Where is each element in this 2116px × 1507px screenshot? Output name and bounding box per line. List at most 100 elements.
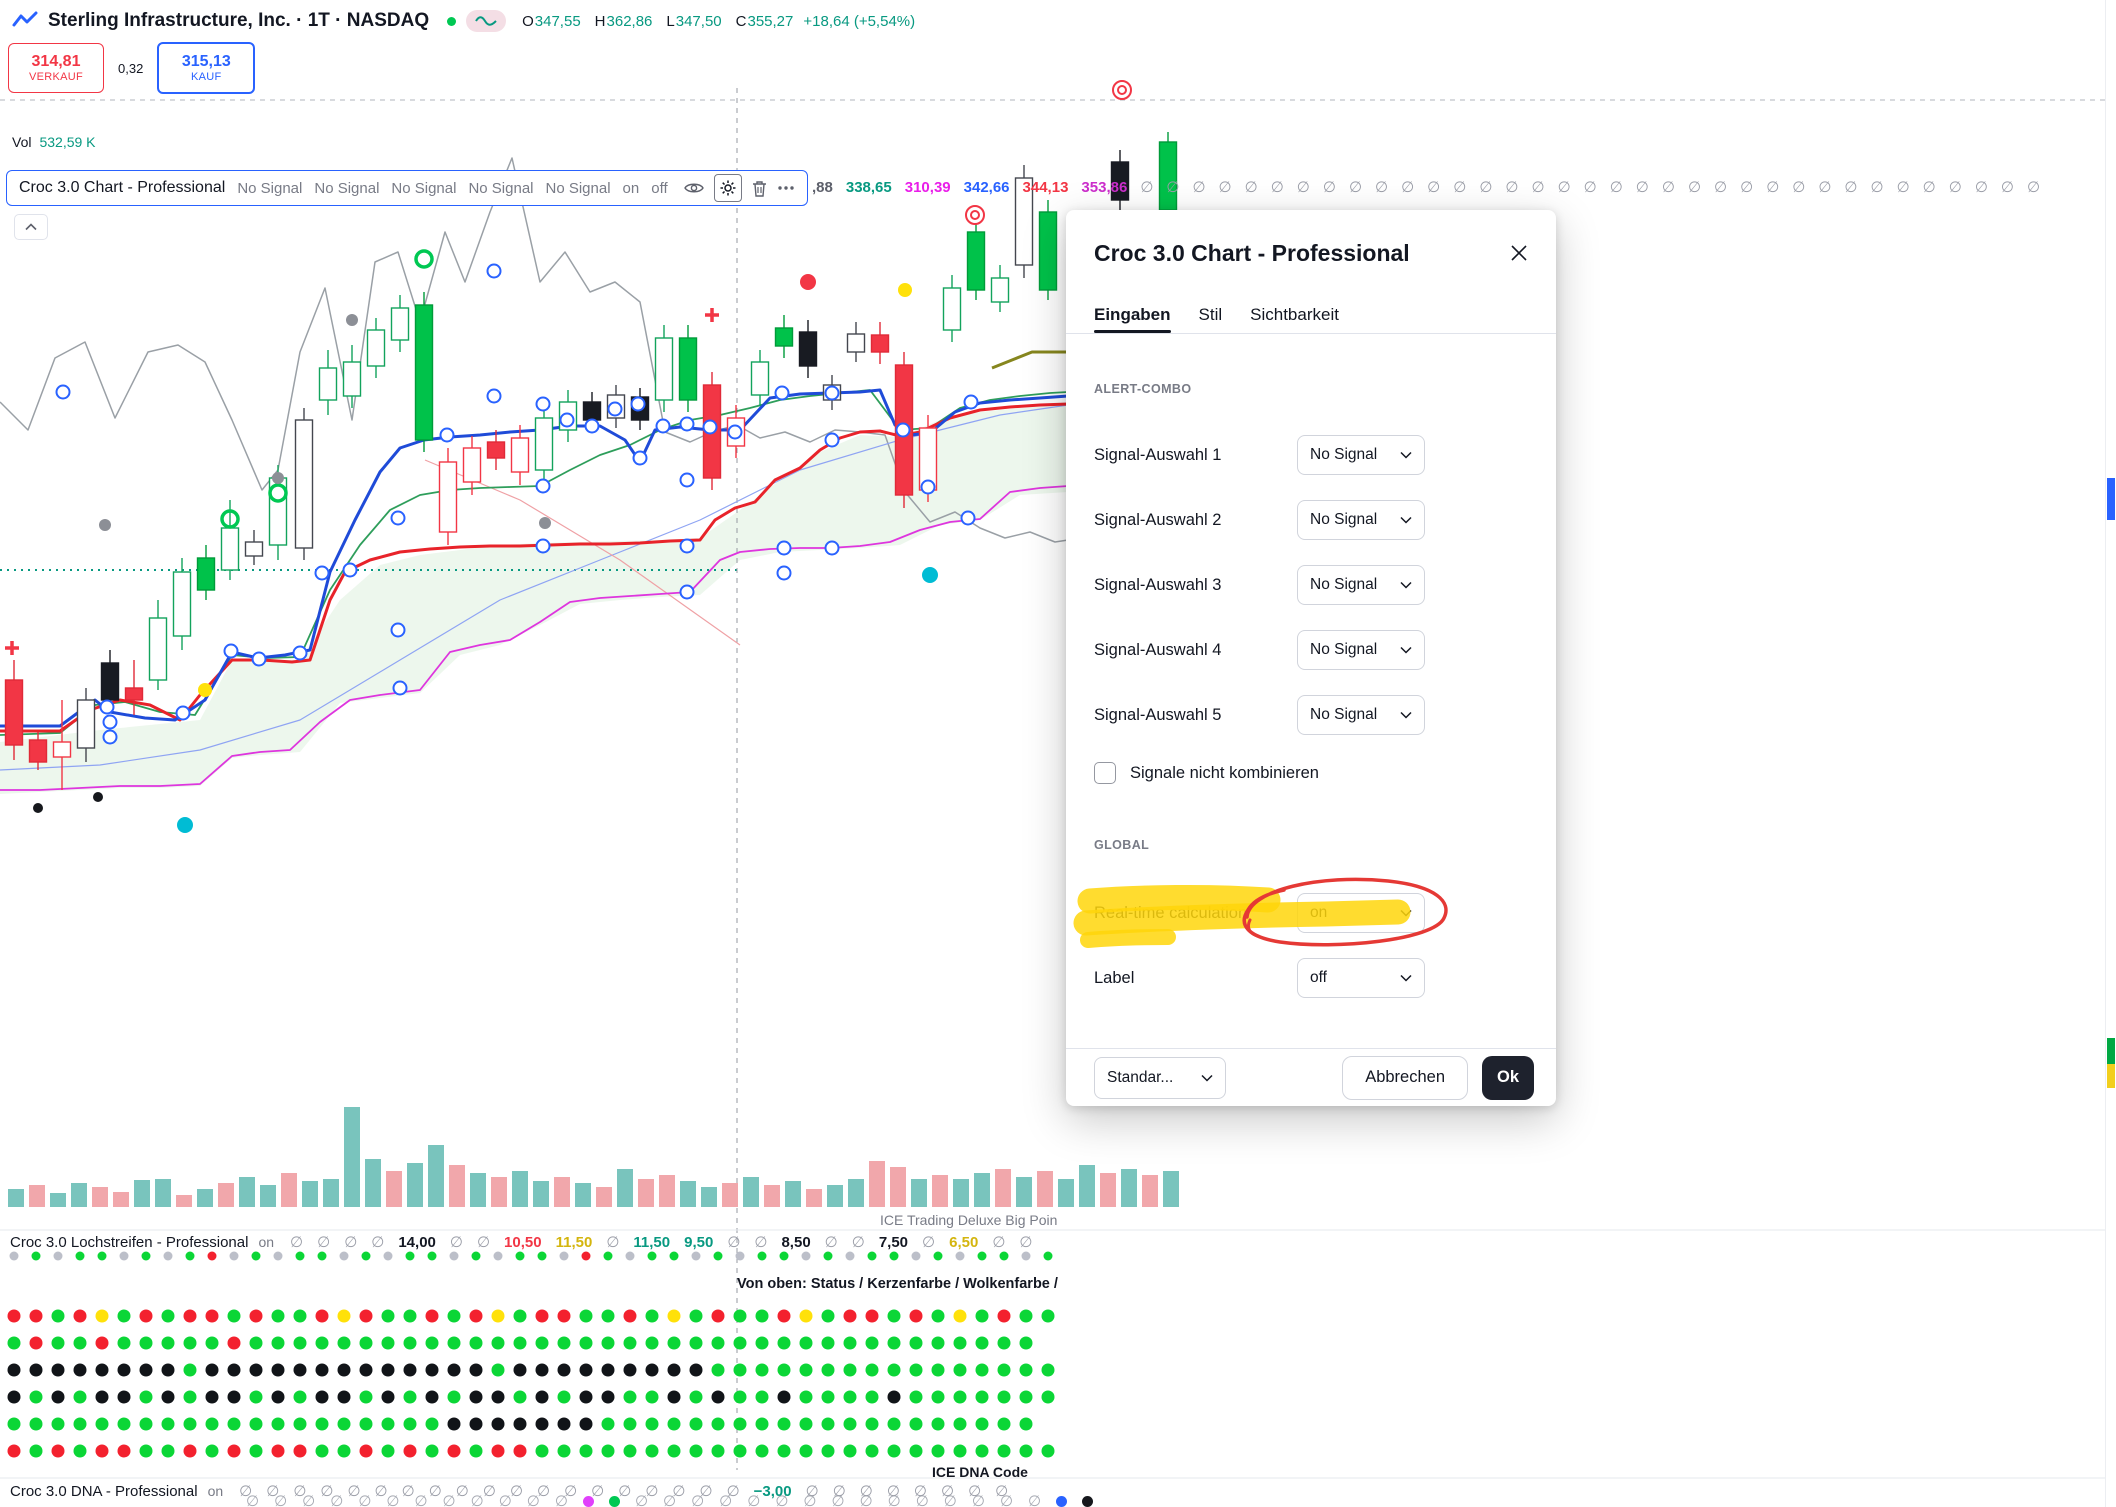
chevron-down-icon [1400,516,1412,524]
dialog-title: Croc 3.0 Chart - Professional [1094,239,1410,266]
indicator-settings-dialog: Croc 3.0 Chart - Professional Eingaben St… [1066,210,1556,1106]
indicator-legend-title[interactable]: Croc 3.0 Chart - Professional [19,179,226,196]
pane-value: ∅ [805,1483,819,1500]
pane-value: ∅ [1028,1495,1042,1507]
pane-value: ∅ [455,1483,469,1500]
pane-value: ∅ [831,1495,845,1507]
symbol-title[interactable]: Sterling Infrastructure, Inc. · 1T · NAS… [48,10,430,31]
legend-empty-value: ∅ [1974,179,1988,196]
legend-signal-status: No Signal [314,179,380,197]
pane-value: ∅ [971,1495,985,1507]
chevron-down-icon [1400,581,1412,589]
pane-value: ∅ [663,1495,677,1507]
signal-row: Signal-Auswahl 5 No Signal [1094,695,1528,735]
defaults-select[interactable]: Standar... [1094,1056,1226,1099]
trash-icon[interactable] [752,180,767,197]
legend-empty-value: ∅ [1427,179,1441,196]
pane-value: 11,50 [555,1233,593,1251]
legend-toggle-off[interactable]: off [651,179,668,197]
pane-value: ∅ [699,1483,713,1500]
volume-value: 532,59 K [39,134,96,150]
pane-value: ∅ [886,1483,900,1500]
signal-rows: Signal-Auswahl 1 No Signal Signal-Auswahl … [1094,435,1528,760]
signal-label: Signal-Auswahl 1 [1094,445,1222,464]
pane-value: ∅ [915,1495,929,1507]
pane-value: 10,50 [504,1233,542,1251]
signal-select-value: No Signal [1310,641,1378,658]
label-select[interactable]: off [1297,958,1425,998]
pane-value: ∅ [859,1483,873,1500]
pane-value: ∅ [537,1483,551,1500]
pane-value: ∅ [266,1483,280,1500]
signal-label: Signal-Auswahl 2 [1094,510,1222,529]
dna-title[interactable]: Croc 3.0 DNA - Professional [10,1482,198,1500]
pane-value: ∅ [347,1483,361,1500]
dna-bottom-row: ∅ ∅ ∅ ∅ ∅ ∅ ∅ ∅ ∅ ∅ ∅ ∅ ∅ ∅ ∅ ∅ ∅ ∅ ∅ ∅ ∅ ∅ ∅ ∅ ∅ ∅ ∅ [246,1495,1094,1507]
signal-select[interactable]: No Signal [1297,695,1425,735]
legend-empty-value: ∅ [1166,179,1180,196]
legend-signal-status: No Signal [391,179,457,197]
ohlc-pair: O347,55 [522,12,581,30]
pane-value: ∅ [995,1483,1009,1500]
legend-empty-value: ∅ [1792,179,1806,196]
volume-label: Vol [12,134,32,150]
legend-empty-value: ∅ [1375,179,1389,196]
broker-logo-icon[interactable] [12,8,38,34]
market-status-dot [447,16,457,26]
pane-value: ∅ [330,1495,344,1507]
legend-icons [683,174,795,202]
pane-value: ∅ [482,1483,496,1500]
dialog-header: Croc 3.0 Chart - Professional [1094,210,1536,296]
pane-value: ∅ [727,1234,741,1251]
legend-empty-value: ∅ [1870,179,1884,196]
dna-toggle[interactable]: on [207,1483,224,1499]
close-icon[interactable] [1502,236,1536,270]
realtime-select[interactable]: on [1297,893,1425,933]
signal-select[interactable]: No Signal [1297,500,1425,540]
status-dot [1056,1495,1068,1507]
legend-empty-value: ∅ [1661,179,1675,196]
sell-button[interactable]: 314,81 VERKAUF [8,43,104,93]
dialog-footer: Standar... Abbrechen Ok [1066,1048,1556,1106]
lochstreifen-toggle[interactable]: on [258,1234,275,1250]
legend-empty-value: ∅ [1140,179,1154,196]
signal-select[interactable]: No Signal [1297,630,1425,670]
legend-empty-value: ∅ [1348,179,1363,196]
checkbox[interactable] [1094,762,1116,784]
signal-select-value: No Signal [1310,446,1378,463]
pane-value: ∅ [887,1495,901,1507]
pane-value: ∅ [824,1234,838,1251]
pane-value: ∅ [274,1495,288,1507]
legend-empty-value: ∅ [1192,179,1206,196]
ok-button[interactable]: Ok [1482,1055,1534,1100]
signal-row: Signal-Auswahl 4 No Signal [1094,630,1528,670]
tab-stil[interactable]: Stil [1198,304,1223,324]
settings-gear-icon[interactable] [713,174,742,202]
signal-select[interactable]: No Signal [1297,435,1425,475]
pane-value: ∅ [618,1483,632,1500]
collapse-legend-button[interactable] [14,214,48,240]
tab-sichtbarkeit[interactable]: Sichtbarkeit [1250,304,1339,324]
buy-button[interactable]: 315,13 KAUF [157,42,256,94]
dialog-tabs: Eingaben Stil Sichtbarkeit [1066,296,1556,334]
pane-value: ∅ [293,1483,307,1500]
pane-value: ∅ [999,1495,1014,1507]
cancel-button[interactable]: Abbrechen [1342,1055,1468,1100]
legend-toggle-on[interactable]: on [622,179,640,197]
pane-value: ∅ [968,1483,982,1500]
volume-row: Vol 532,59 K [12,134,96,150]
tab-eingaben[interactable]: Eingaben [1094,296,1171,333]
checkbox-label: Signale nicht kombinieren [1130,763,1319,782]
eye-icon[interactable] [683,181,704,195]
lochstreifen-title[interactable]: Croc 3.0 Lochstreifen - Professional [10,1233,249,1251]
legend-empty-value: ∅ [1766,179,1780,196]
pane-value: ∅ [645,1483,659,1500]
combine-checkbox-row[interactable]: Signale nicht kombinieren [1094,759,1319,787]
pane-value: ∅ [239,1483,253,1500]
legend-empty-value: ∅ [1922,179,1936,196]
price-axis-strip[interactable] [2105,0,2116,1507]
more-options-icon[interactable] [777,185,795,191]
wave-indicator-icon[interactable] [466,10,507,32]
signal-select[interactable]: No Signal [1297,565,1425,605]
